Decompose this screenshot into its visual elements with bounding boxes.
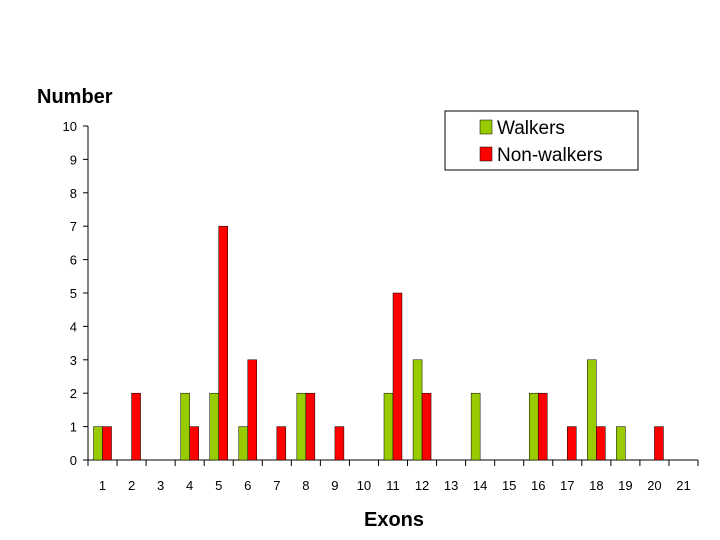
bar	[567, 426, 577, 461]
legend: Walkers Non-walkers	[444, 110, 639, 171]
bar	[392, 292, 403, 461]
x-tick-label: 10	[357, 478, 371, 493]
x-tick-label: 18	[589, 478, 603, 493]
y-tick-label: 2	[70, 386, 77, 401]
bar	[189, 426, 199, 461]
bar	[218, 225, 228, 461]
bar	[276, 426, 287, 461]
x-tick-label: 16	[531, 478, 545, 493]
x-tick-label: 6	[244, 478, 251, 493]
x-tick-label: 7	[273, 478, 280, 493]
x-tick-label: 5	[215, 478, 222, 493]
bar	[296, 392, 307, 461]
y-tick-label: 3	[70, 353, 77, 368]
x-tick-label: 19	[618, 478, 632, 493]
x-axis-label: Exons	[364, 509, 424, 531]
x-tick-label: 14	[473, 478, 487, 493]
series-non-walkers	[102, 225, 664, 461]
bar	[93, 426, 103, 461]
series-walkers	[93, 359, 626, 461]
bar	[383, 392, 394, 461]
y-tick-label: 4	[70, 319, 77, 334]
x-tick-label: 20	[647, 478, 661, 493]
legend-swatch	[479, 119, 493, 135]
bar	[238, 426, 249, 461]
bar	[528, 392, 539, 461]
bar	[596, 426, 606, 461]
bar	[102, 426, 112, 461]
legend-label: Walkers	[497, 118, 565, 139]
bar	[131, 392, 141, 461]
bars	[93, 225, 664, 461]
x-tick-label: 4	[186, 478, 193, 493]
y-tick-label: 6	[70, 253, 77, 268]
bar	[334, 426, 345, 461]
y-tick-label: 0	[70, 453, 77, 468]
y-tick-label: 9	[70, 152, 77, 167]
bar	[247, 359, 258, 461]
x-tick-label: 3	[157, 478, 164, 493]
bar	[209, 392, 219, 461]
y-axis-label: Number	[37, 86, 113, 108]
x-tick-label: 2	[128, 478, 135, 493]
legend-box	[444, 110, 639, 171]
x-tick-label: 13	[444, 478, 458, 493]
bar	[654, 426, 664, 461]
x-tick-label: 8	[302, 478, 309, 493]
x-tick-label: 9	[331, 478, 338, 493]
y-tick-label: 7	[70, 219, 77, 234]
bar	[180, 392, 190, 461]
bar	[537, 392, 548, 461]
x-tick-label: 17	[560, 478, 574, 493]
bar	[587, 359, 597, 461]
x-tick-label: 15	[502, 478, 516, 493]
bar	[421, 392, 432, 461]
bar	[412, 359, 423, 461]
y-tick-label: 8	[70, 186, 77, 201]
legend-swatch	[479, 146, 493, 162]
y-tick-label: 1	[70, 420, 77, 435]
legend-label: Non-walkers	[497, 145, 603, 166]
x-tick-label: 21	[676, 478, 690, 493]
x-tick-label: 11	[386, 478, 400, 493]
x-tick-label: 1	[99, 478, 106, 493]
bar	[305, 392, 316, 461]
x-tick-label: 12	[415, 478, 429, 493]
y-tick-label: 10	[63, 119, 77, 134]
bar	[470, 392, 481, 461]
bar	[616, 426, 626, 461]
y-tick-label: 5	[70, 286, 77, 301]
